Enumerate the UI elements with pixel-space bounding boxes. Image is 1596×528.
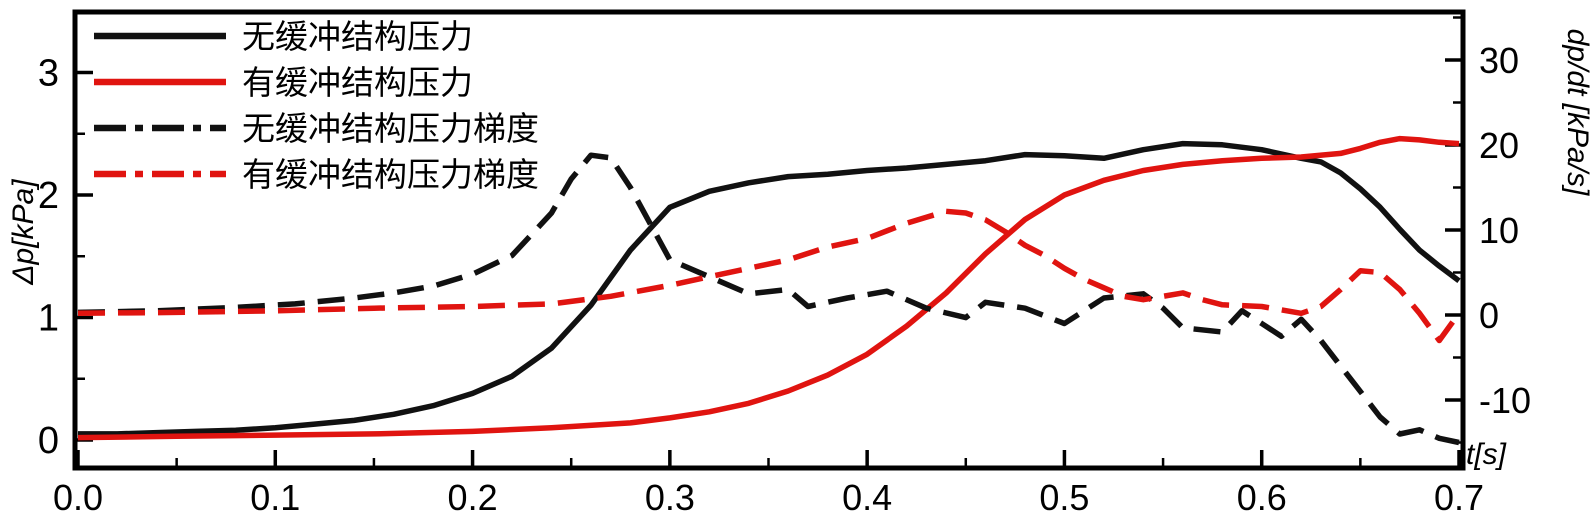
svg-text:0.2: 0.2 xyxy=(448,477,498,518)
legend-label: 有缓冲结构压力梯度 xyxy=(242,155,539,193)
legend-line-sample-buffer-pressure-gradient xyxy=(94,170,226,178)
legend-item-no-buffer-pressure-gradient: 无缓冲结构压力梯度 xyxy=(94,108,539,148)
legend-item-buffer-pressure: 有缓冲结构压力 xyxy=(94,62,539,102)
legend-label: 无缓冲结构压力梯度 xyxy=(242,109,539,147)
svg-text:2: 2 xyxy=(38,175,59,217)
svg-text:20: 20 xyxy=(1479,125,1519,166)
svg-text:10: 10 xyxy=(1479,210,1519,251)
series-line-no-buffer-pressure-gradient xyxy=(77,152,1460,446)
chart-legend: 无缓冲结构压力 有缓冲结构压力无缓冲结构压力梯度 有缓冲结构压力梯度 xyxy=(94,16,539,194)
svg-text:-10: -10 xyxy=(1479,380,1531,421)
svg-text:0: 0 xyxy=(38,420,59,462)
y-axis-label-left: Δp[kPa] xyxy=(7,179,40,285)
svg-text:0.5: 0.5 xyxy=(1039,477,1089,518)
series-line-no-buffer-pressure xyxy=(78,140,1461,437)
legend-label: 无缓冲结构压力 xyxy=(242,17,473,55)
series-line-buffer-pressure xyxy=(77,135,1460,441)
svg-text:0.1: 0.1 xyxy=(250,477,300,518)
svg-text:1: 1 xyxy=(38,298,59,340)
legend-item-buffer-pressure-gradient: 有缓冲结构压力梯度 xyxy=(94,154,539,194)
legend-item-no-buffer-pressure: 无缓冲结构压力 xyxy=(94,16,539,56)
svg-text:0.0: 0.0 xyxy=(53,477,103,518)
series-line-buffer-pressure-gradient xyxy=(77,208,1462,344)
axis-tick-labels: 0.0 0.1 0.2 0.3 0.4 0.5 0.6 0.7 0 1 2 3 -10 0 10 20 30 xyxy=(38,40,1531,518)
legend-line-sample-no-buffer-pressure xyxy=(94,32,226,40)
svg-text:0.4: 0.4 xyxy=(842,477,892,518)
series-lines xyxy=(77,135,1462,446)
svg-text:3: 3 xyxy=(38,53,59,95)
legend-line-sample-buffer-pressure xyxy=(94,78,226,86)
axis-ticks xyxy=(75,16,1463,468)
svg-text:0: 0 xyxy=(1479,295,1499,336)
legend-line-sample-no-buffer-pressure-gradient xyxy=(94,124,226,132)
svg-text:0.7: 0.7 xyxy=(1434,477,1484,518)
svg-text:0.3: 0.3 xyxy=(645,477,695,518)
y-axis-label-right: dp/dt [kPa/s] xyxy=(1561,28,1594,196)
svg-text:30: 30 xyxy=(1479,40,1519,81)
svg-text:0.6: 0.6 xyxy=(1237,477,1287,518)
x-axis-label: t[s] xyxy=(1466,438,1507,471)
legend-label: 有缓冲结构压力 xyxy=(242,63,473,101)
